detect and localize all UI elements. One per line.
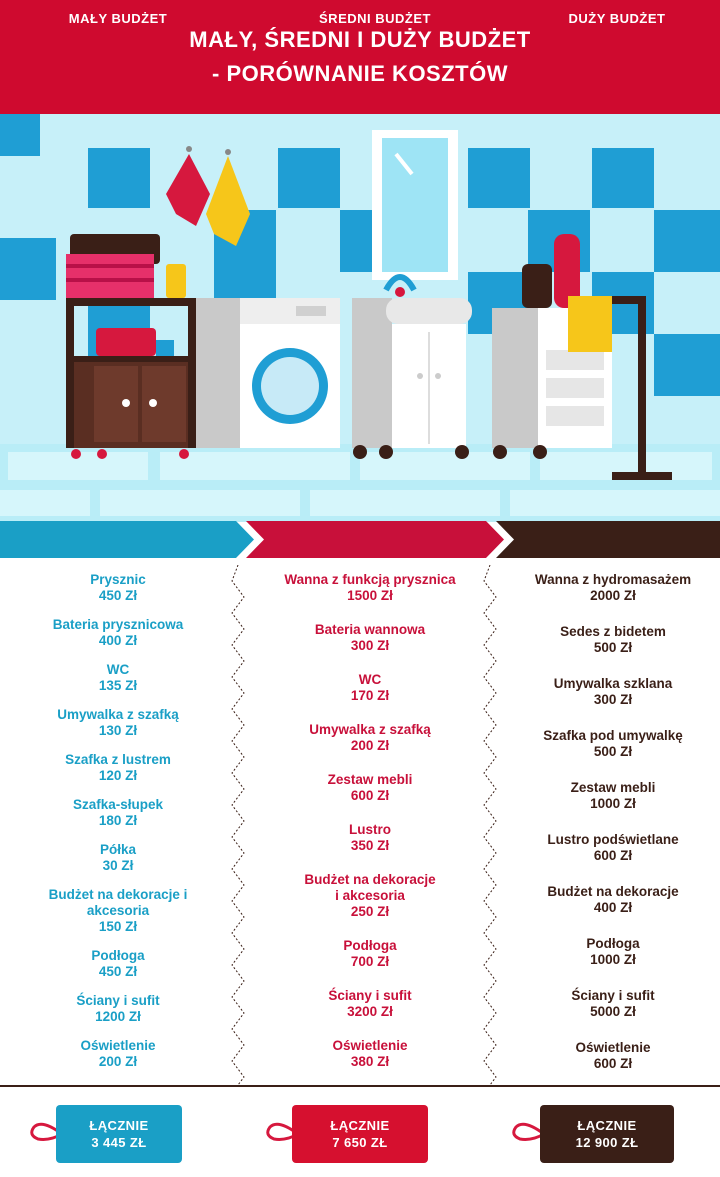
list-item: Podłoga 700 Zł xyxy=(343,938,397,969)
list-item: Podłoga 450 Zł xyxy=(91,948,145,979)
list-item: Szafka pod umywalkę 500 Zł xyxy=(543,728,683,759)
footer-divider xyxy=(0,1085,720,1087)
towel-rack xyxy=(568,296,672,480)
tag-string-icon xyxy=(30,1122,63,1141)
mirror xyxy=(372,130,458,280)
total-label: ŁĄCZNIE xyxy=(577,1118,637,1133)
list-item: Zestaw mebli 1000 Zł xyxy=(570,780,656,811)
total-label: ŁĄCZNIE xyxy=(89,1118,149,1133)
list-item: Wanna z hydromasażem 2000 Zł xyxy=(534,572,692,603)
list-item: Umywalka z szafką 130 Zł xyxy=(57,707,179,738)
zigzag-separator-right xyxy=(483,565,497,1085)
hanging-towels xyxy=(166,146,250,246)
list-item: Szafka-słupek 180 Zł xyxy=(72,797,164,828)
list-item: Bateria wannowa 300 Zł xyxy=(314,622,426,653)
list-item: Wanna z funkcją prysznica 1500 Zł xyxy=(284,572,456,603)
list-item: Umywalka szklana 300 Zł xyxy=(553,676,673,707)
medium-budget-list: Wanna z funkcją prysznica 1500 Zł Bateria… xyxy=(270,572,470,1088)
list-item: Oświetlenie 600 Zł xyxy=(575,1040,651,1071)
large-budget-list: Wanna z hydromasażem 2000 Zł Sedes z bide… xyxy=(518,572,708,1092)
list-item: Sedes z bidetem 500 Zł xyxy=(560,624,666,655)
list-item: Zestaw mebli 600 Zł xyxy=(327,772,413,803)
zigzag-separator-left xyxy=(231,565,245,1085)
list-item: Półka 30 Zł xyxy=(99,842,137,873)
page-title-line-1: MAŁY, ŚREDNI I DUŻY BUDŻET xyxy=(189,27,531,52)
list-item: Ściany i sufit 3200 Zł xyxy=(328,988,412,1019)
list-item: Ściany i sufit 1200 Zł xyxy=(76,993,160,1024)
list-item: Budżet na dekoracje i akcesoria 250 Zł xyxy=(304,872,436,919)
list-item: WC 170 Zł xyxy=(350,672,390,703)
total-value: 3 445 ZŁ xyxy=(91,1135,147,1150)
list-item: Szafka z lustrem 120 Zł xyxy=(65,752,171,783)
list-item: WC 135 Zł xyxy=(98,662,138,693)
list-item: Budżet na dekoracje 400 Zł xyxy=(547,884,679,915)
list-item: Lustro 350 Zł xyxy=(349,822,391,853)
list-item: Oświetlenie 380 Zł xyxy=(332,1038,408,1069)
list-item: Ściany i sufit 5000 Zł xyxy=(571,988,655,1019)
total-label: ŁĄCZNIE xyxy=(330,1118,390,1133)
list-item: Lustro podświetlane 600 Zł xyxy=(547,832,679,863)
sink-cabinet xyxy=(352,274,472,459)
list-item: Oświetlenie 200 Zł xyxy=(80,1038,156,1069)
tag-string-icon xyxy=(512,1122,545,1141)
tag-string-icon xyxy=(266,1122,299,1141)
ribbon-medium-budget: ŚREDNI BUDŻET xyxy=(319,11,431,26)
ribbon-large-budget: DUŻY BUDŻET xyxy=(568,11,666,26)
list-item: Bateria prysznicowa 400 Zł xyxy=(52,617,184,648)
list-item: Budżet na dekoracje i akcesoria 150 Zł xyxy=(48,887,188,934)
shelf-unit xyxy=(66,234,196,459)
ribbon-small-budget: MAŁY BUDŻET xyxy=(68,11,168,26)
total-value: 12 900 ZŁ xyxy=(575,1135,639,1150)
page-header: MAŁY, ŚREDNI I DUŻY BUDŻET - PORÓWNANIE … xyxy=(0,0,720,114)
budget-ribbons xyxy=(0,521,720,558)
list-item: Umywalka z szafką 200 Zł xyxy=(309,722,431,753)
bathroom-illustration xyxy=(0,114,720,522)
page-title-line-2: - PORÓWNANIE KOSZTÓW xyxy=(212,61,508,86)
list-item: Podłoga 1000 Zł xyxy=(586,936,640,967)
list-item: Prysznic 450 Zł xyxy=(90,572,146,603)
small-budget-list: Prysznic 450 Zł Bateria prysznicowa 400 Zł… xyxy=(18,572,218,1083)
washing-machine xyxy=(196,298,340,448)
total-value: 7 650 ZŁ xyxy=(332,1135,388,1150)
